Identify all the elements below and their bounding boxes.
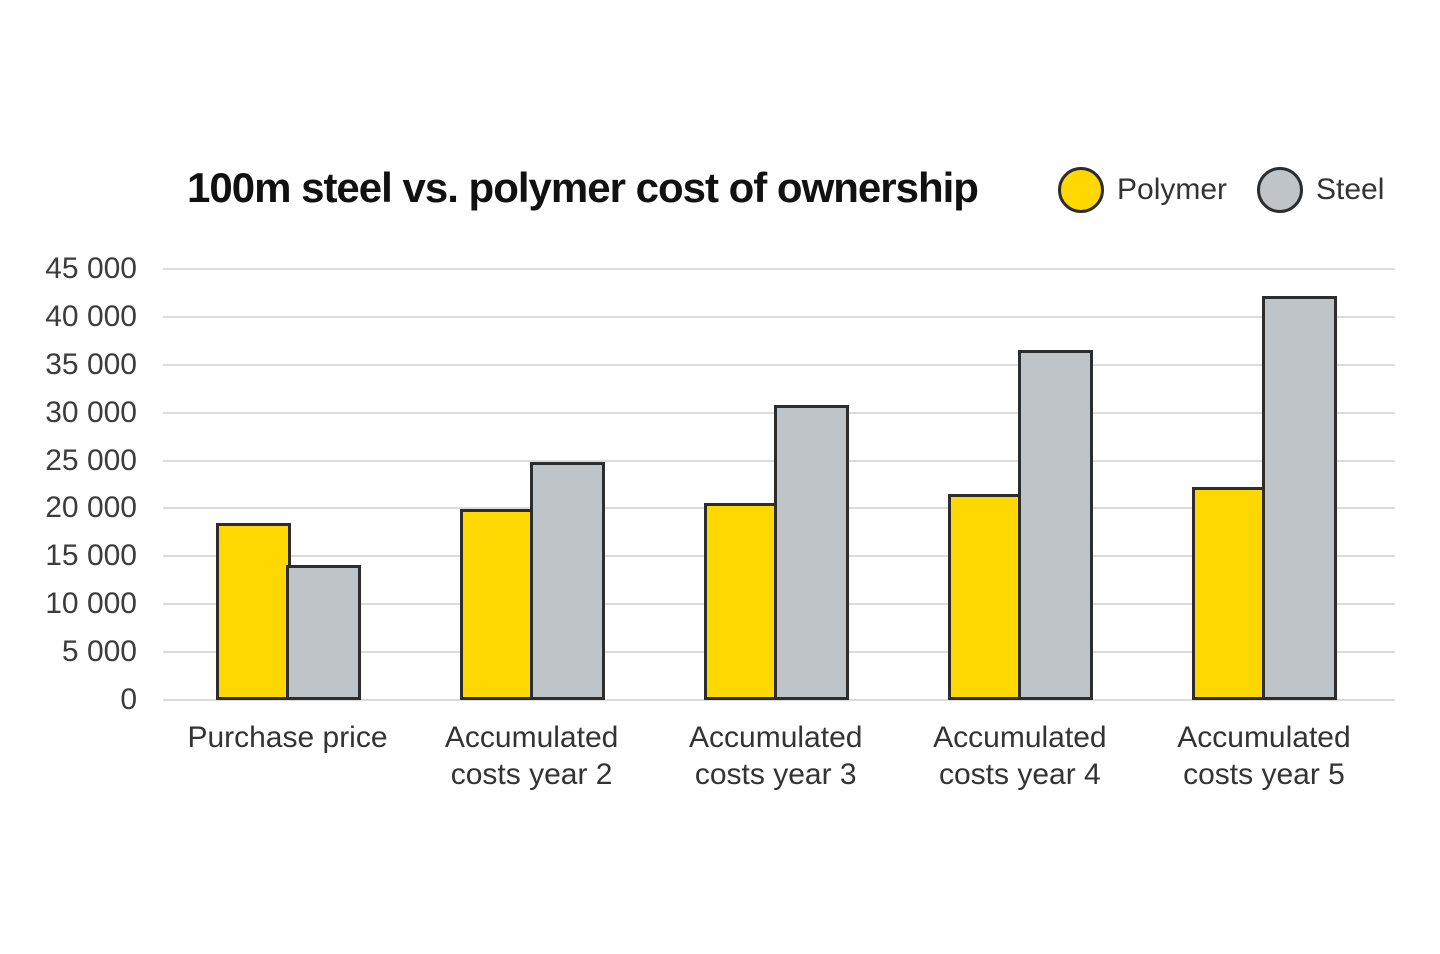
bar-steel-group4 — [1017, 350, 1093, 700]
gridline — [163, 268, 1395, 270]
legend-swatch-polymer-icon — [1058, 167, 1104, 213]
y-axis-tick-label: 35 000 — [45, 347, 137, 381]
x-axis-labels: Purchase price Accumulated costs year 2 Ac… — [163, 719, 1395, 809]
bar-polymer-group2 — [459, 509, 535, 700]
legend-item-steel: Steel — [1257, 167, 1384, 213]
y-axis-tick-label: 45 000 — [45, 252, 137, 285]
gridline — [163, 363, 1395, 366]
y-axis-tick-label: 20 000 — [45, 491, 137, 525]
bar-steel-group5 — [1261, 296, 1337, 700]
x-axis-category-label: Accumulated costs year 5 — [1177, 721, 1351, 791]
legend-label: Steel — [1316, 173, 1385, 206]
bar-polymer-group4 — [947, 494, 1023, 700]
y-axis-tick-label: 10 000 — [45, 587, 137, 621]
y-axis-ticks: 0 5 000 10 000 15 000 20 000 25 000 30 000 35 0… — [0, 252, 140, 716]
legend-swatch-steel-icon — [1257, 167, 1304, 213]
bar-steel-group2 — [529, 462, 605, 700]
bar-polymer-group5 — [1191, 487, 1267, 700]
x-axis-category-label: Accumulated costs year 4 — [933, 721, 1107, 791]
y-axis-tick-label: 30 000 — [45, 395, 137, 429]
plot-area — [163, 268, 1395, 701]
chart-title: 100m steel vs. polymer cost of ownership — [187, 164, 979, 211]
y-axis-tick-label: 5 000 — [61, 635, 137, 669]
legend-label: Polymer — [1117, 173, 1228, 206]
gridline — [163, 315, 1395, 318]
legend-item-polymer: Polymer — [1058, 167, 1227, 213]
bar-steel-group1 — [285, 565, 361, 700]
x-axis-category-label: Purchase price — [187, 721, 388, 754]
x-axis-category-label: Accumulated costs year 3 — [689, 721, 863, 791]
y-axis-tick-label: 40 000 — [45, 299, 137, 333]
gridline — [163, 699, 1395, 701]
bar-steel-group3 — [773, 405, 849, 700]
bar-polymer-group3 — [703, 503, 779, 700]
x-axis-category-label: Accumulated costs year 2 — [444, 721, 619, 791]
y-axis-tick-label: 15 000 — [45, 539, 137, 573]
chart-legend: Polymer Steel — [1058, 164, 1384, 216]
y-axis-tick-label: 25 000 — [45, 443, 137, 477]
bar-polymer-group1 — [215, 523, 291, 700]
y-axis-tick-label: 0 — [120, 683, 137, 716]
